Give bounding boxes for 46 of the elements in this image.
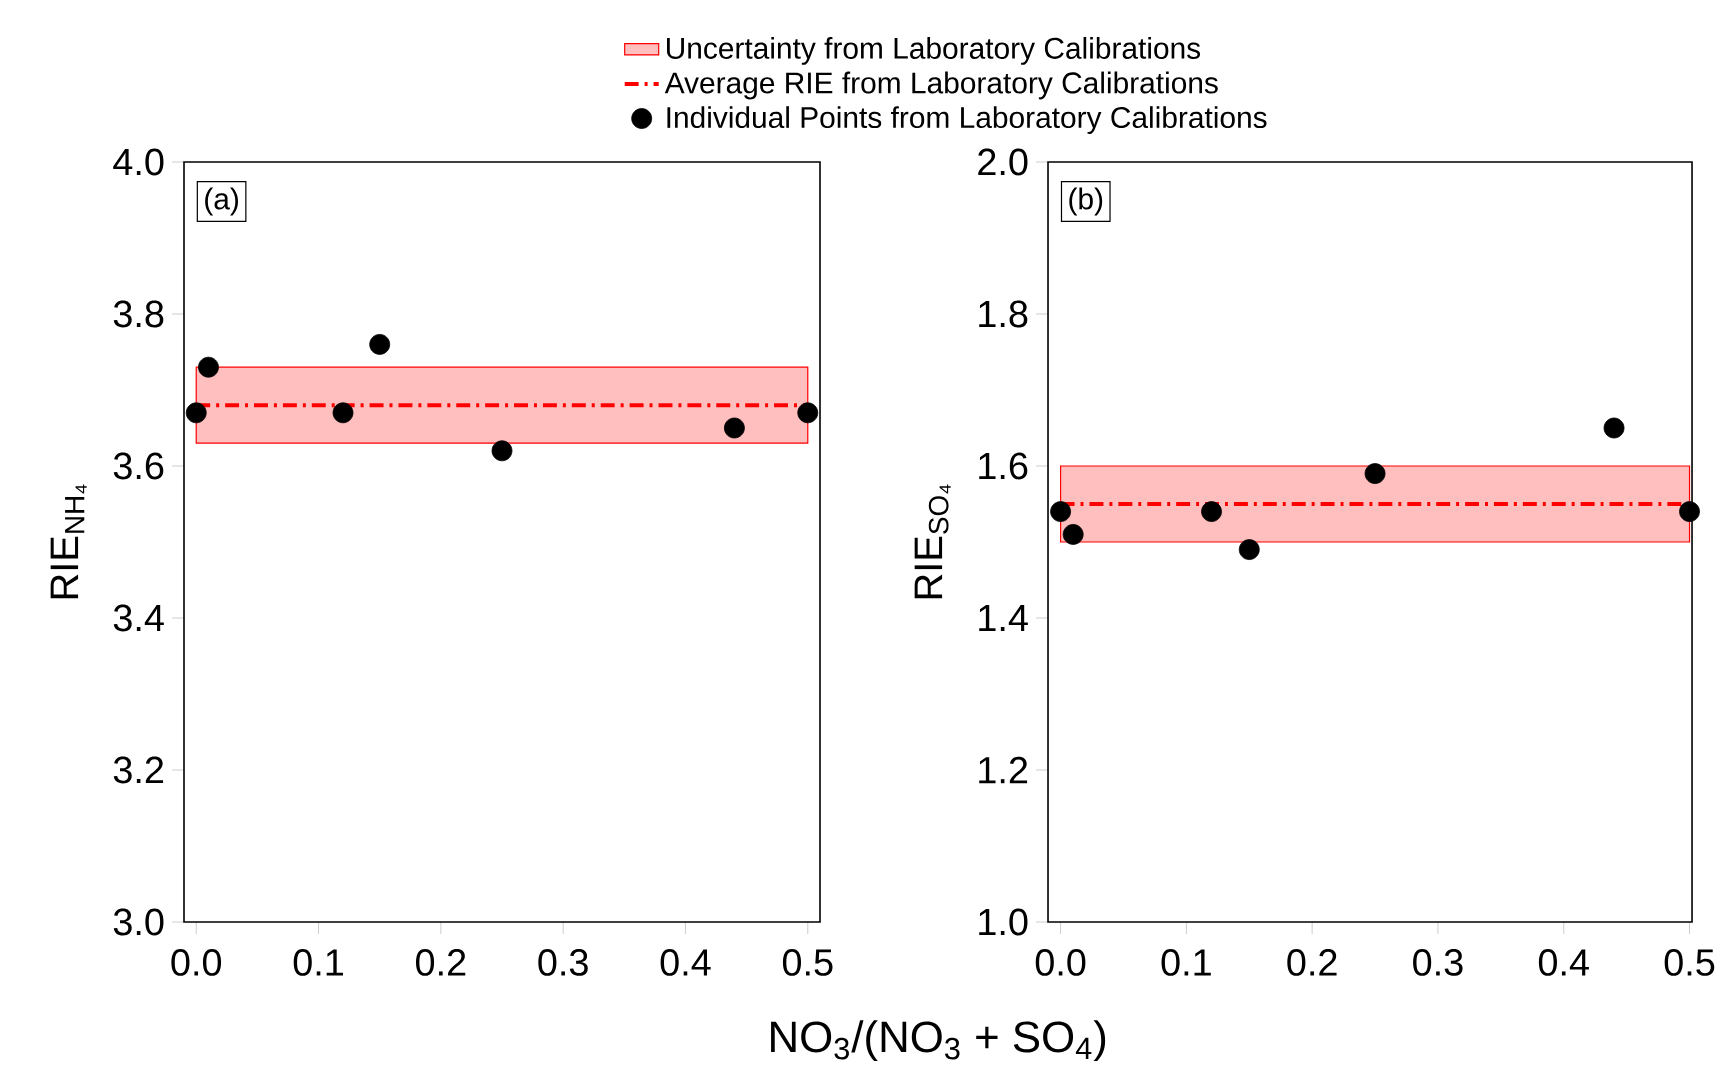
x-tick-label: 0.5 bbox=[782, 949, 833, 976]
x-axis-title: NO$_{3}$/(NO$_{3}$ + SO$_{4}$) bbox=[771, 1020, 1106, 1062]
y-tick-label: 1.2 bbox=[979, 756, 1028, 784]
y-tick-label: 3.2 bbox=[113, 756, 164, 784]
legend-label: Average RIE from Laboratory Calibrations bbox=[664, 71, 1218, 100]
y-tick-label: 1.8 bbox=[979, 300, 1028, 328]
y-tick-label: 1.0 bbox=[979, 908, 1028, 936]
y-tick-label: 3.4 bbox=[113, 604, 164, 632]
x-tick-label: 0.2 bbox=[416, 949, 466, 976]
y-axis-title: RIE$_{SO₄}$ bbox=[914, 484, 951, 599]
x-tick-label: 0.1 bbox=[293, 949, 343, 976]
y-tick-label: 1.4 bbox=[979, 604, 1028, 632]
legend-label: Uncertainty from Laboratory Calibrations bbox=[666, 36, 1201, 65]
x-tick-label: 0.2 bbox=[1287, 949, 1337, 976]
point bbox=[369, 333, 391, 355]
y-axis-title: RIE$_{NH₄}$ bbox=[50, 484, 87, 599]
point bbox=[198, 356, 219, 378]
annotation: (b) bbox=[1069, 187, 1103, 216]
point bbox=[1050, 501, 1071, 522]
x-tick-label: 0.3 bbox=[1413, 949, 1463, 976]
x-tick-label: 0.0 bbox=[171, 949, 222, 976]
x-tick-label: 0.3 bbox=[538, 949, 588, 976]
point bbox=[185, 402, 207, 424]
point bbox=[1603, 417, 1625, 439]
y-tick-label: 4.0 bbox=[113, 148, 164, 176]
x-tick-label: 0.5 bbox=[1664, 949, 1715, 976]
annotation: (a) bbox=[205, 187, 238, 216]
point bbox=[797, 402, 819, 424]
x-tick-label: 0.4 bbox=[660, 949, 711, 976]
x-tick-label: 0.0 bbox=[1035, 949, 1086, 976]
x-tick-label: 0.4 bbox=[1538, 949, 1589, 976]
point bbox=[1364, 463, 1386, 484]
point bbox=[1062, 523, 1084, 545]
y-tick-label: 1.6 bbox=[979, 452, 1028, 480]
y-tick-label: 3.8 bbox=[113, 300, 164, 328]
y-tick-label: 3.0 bbox=[113, 908, 164, 936]
point bbox=[723, 417, 745, 439]
point bbox=[1201, 501, 1222, 522]
point bbox=[491, 440, 513, 462]
y-tick-label: 3.6 bbox=[113, 452, 164, 480]
legend-label: Individual Points from Laboratory Calibrations bbox=[667, 106, 1267, 135]
point bbox=[1238, 539, 1260, 560]
y-tick-label: 2.0 bbox=[978, 148, 1028, 176]
point bbox=[332, 402, 354, 424]
point bbox=[1679, 501, 1700, 522]
x-tick-label: 0.1 bbox=[1161, 949, 1211, 976]
